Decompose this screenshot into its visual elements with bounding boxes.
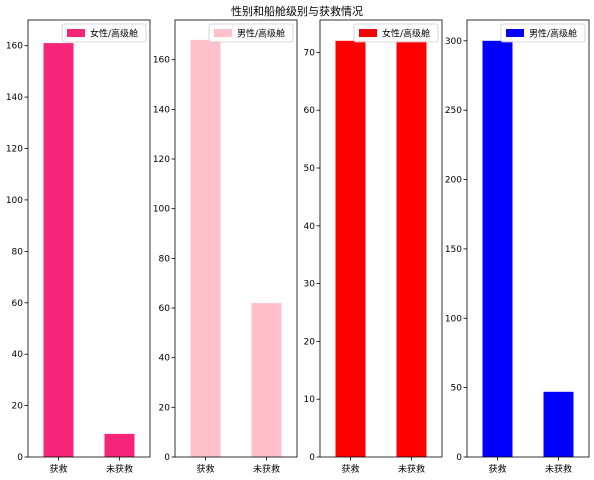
- x-tick-label: 未获救: [106, 463, 133, 475]
- bar-2: [396, 40, 427, 458]
- axes-frame: [27, 19, 151, 458]
- legend-swatch: [506, 29, 524, 37]
- y-tick-label: 140: [153, 105, 170, 115]
- y-tick-label: 150: [445, 245, 462, 255]
- legend: 男性/高级舱: [500, 23, 586, 43]
- y-tick-label: 140: [6, 93, 23, 103]
- legend-swatch: [214, 29, 232, 37]
- bar-1: [43, 43, 74, 457]
- y-tick-label: 60: [159, 304, 171, 314]
- bar-2: [104, 433, 135, 457]
- y-tick-label: 100: [153, 205, 170, 215]
- y-tick-label: 0: [164, 453, 170, 463]
- x-tick-label: 未获救: [398, 463, 425, 475]
- y-tick-label: 20: [159, 403, 171, 413]
- legend-box: [61, 23, 147, 43]
- chart-panel-3: 0 10 20 30 40 50 60 70 获救 未获救 女性/高级舱: [304, 19, 443, 475]
- legend-swatch: [359, 29, 377, 37]
- x-tick-label: 未获救: [545, 463, 572, 475]
- y-tick-label: 80: [159, 254, 171, 264]
- y-tick-label: 160: [6, 42, 23, 52]
- legend: 男性/高级舱: [208, 23, 294, 43]
- y-tick-label: 0: [456, 453, 462, 463]
- y-tick-label: 40: [159, 354, 171, 364]
- legend: 女性/高级舱: [353, 23, 439, 43]
- y-tick-label: 200: [445, 176, 462, 186]
- bar-1: [482, 40, 513, 458]
- y-tick-label: 40: [304, 222, 316, 232]
- legend-box: [353, 23, 439, 43]
- chart-panel-4: 0 50 100 150 200 250 300 获救 未获救 男性/高级舱: [445, 19, 590, 475]
- bar-1: [190, 39, 221, 458]
- y-tick-label: 80: [12, 247, 24, 257]
- legend-label: 男性/高级舱: [237, 28, 285, 40]
- y-tick-label: 40: [12, 350, 24, 360]
- chart-panel-2: 0 20 40 60 80 100 120 140 160 获救 未获救 男性/高级舱: [153, 19, 298, 475]
- axes-frame: [174, 19, 298, 458]
- y-tick-label: 160: [153, 56, 170, 66]
- legend-box: [500, 23, 586, 43]
- y-tick-label: 50: [304, 164, 316, 174]
- y-tick-label: 60: [12, 299, 24, 309]
- legend-label: 男性/高级舱: [529, 28, 577, 40]
- y-tick-label: 300: [445, 37, 462, 47]
- axes-frame: [466, 19, 590, 458]
- y-tick-label: 60: [304, 106, 316, 116]
- legend-swatch: [67, 29, 85, 37]
- y-tick-label: 0: [309, 453, 315, 463]
- legend-label: 女性/高级舱: [382, 28, 430, 40]
- y-tick-label: 30: [304, 280, 316, 290]
- x-tick-label: 获救: [488, 463, 506, 475]
- y-tick-label: 250: [445, 106, 462, 116]
- legend-box: [208, 23, 294, 43]
- figure-title: 性别和船舱级别与获救情况: [231, 4, 363, 18]
- bar-1: [335, 40, 366, 458]
- y-tick-label: 120: [6, 145, 23, 155]
- y-tick-label: 50: [451, 384, 463, 394]
- x-tick-label: 获救: [196, 463, 214, 475]
- legend: 女性/高级舱: [61, 23, 147, 43]
- y-tick-label: 70: [304, 48, 316, 58]
- x-tick-label: 获救: [49, 463, 67, 475]
- chart-panel-1: 0 20 40 60 80 100 120 140 160 获救 未获救 女性/高级舱: [6, 19, 151, 475]
- y-tick-label: 100: [6, 196, 23, 206]
- bar-2: [543, 391, 574, 457]
- y-tick-label: 10: [304, 395, 316, 405]
- y-tick-label: 120: [153, 155, 170, 165]
- legend-label: 女性/高级舱: [90, 28, 138, 40]
- bar-2: [251, 303, 282, 457]
- y-tick-label: 0: [17, 453, 23, 463]
- y-tick-label: 100: [445, 314, 462, 324]
- x-tick-label: 未获救: [253, 463, 280, 475]
- x-tick-label: 获救: [341, 463, 359, 475]
- axes-frame: [319, 19, 443, 458]
- y-tick-label: 20: [304, 337, 316, 347]
- y-tick-label: 20: [12, 402, 24, 412]
